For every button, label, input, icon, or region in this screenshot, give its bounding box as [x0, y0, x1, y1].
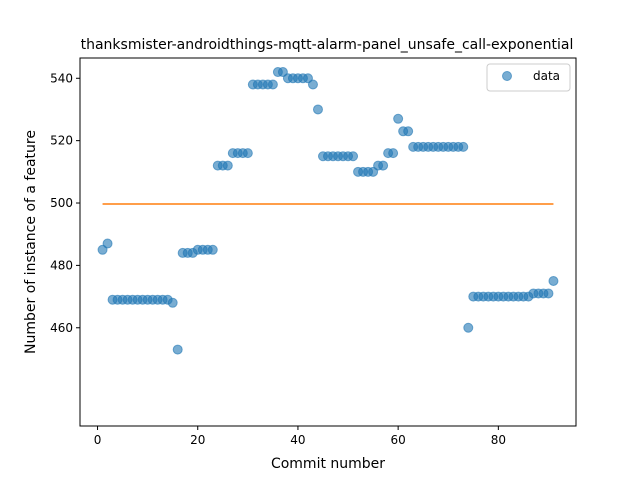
- data-point: [242, 148, 253, 159]
- data-point: [388, 148, 399, 159]
- x-tick-label: 40: [290, 433, 305, 447]
- x-axis-ticks: 0 20 40 60 80: [94, 426, 506, 447]
- data-point: [548, 275, 559, 286]
- data-point: [348, 151, 359, 162]
- y-tick-label: 460: [50, 321, 73, 335]
- legend: data: [486, 63, 571, 92]
- data-point: [378, 160, 389, 171]
- data-point: [393, 113, 404, 124]
- data-point: [167, 297, 178, 308]
- x-axis-label: Commit number: [271, 456, 385, 472]
- data-point: [102, 238, 113, 249]
- data-point: [172, 344, 183, 355]
- data-point: [267, 79, 278, 90]
- data-point: [543, 288, 554, 299]
- legend-marker-data: [502, 71, 512, 81]
- data-point: [312, 104, 323, 115]
- y-tick-label: 480: [50, 258, 73, 272]
- data-point: [458, 141, 469, 152]
- chart-title: thanksmister-androidthings-mqtt-alarm-pa…: [81, 37, 574, 53]
- data-point: [207, 244, 218, 255]
- y-axis-ticks: 460 480 500 520 540: [50, 71, 80, 335]
- x-tick-label: 0: [94, 433, 102, 447]
- data-point: [307, 79, 318, 90]
- x-tick-label: 20: [190, 433, 205, 447]
- x-tick-label: 60: [391, 433, 406, 447]
- data-point: [403, 126, 414, 137]
- plot-area: [79, 57, 577, 427]
- data-point: [463, 322, 474, 333]
- axes-frame: [79, 57, 577, 427]
- y-tick-label: 520: [50, 134, 73, 148]
- y-tick-label: 540: [50, 71, 73, 85]
- legend-frame: [486, 63, 571, 92]
- legend-label-data: data: [533, 69, 560, 83]
- data-point: [222, 160, 233, 171]
- y-axis-label: Number of instance of a feature: [23, 130, 39, 354]
- y-tick-label: 500: [50, 196, 73, 210]
- x-tick-label: 80: [491, 433, 506, 447]
